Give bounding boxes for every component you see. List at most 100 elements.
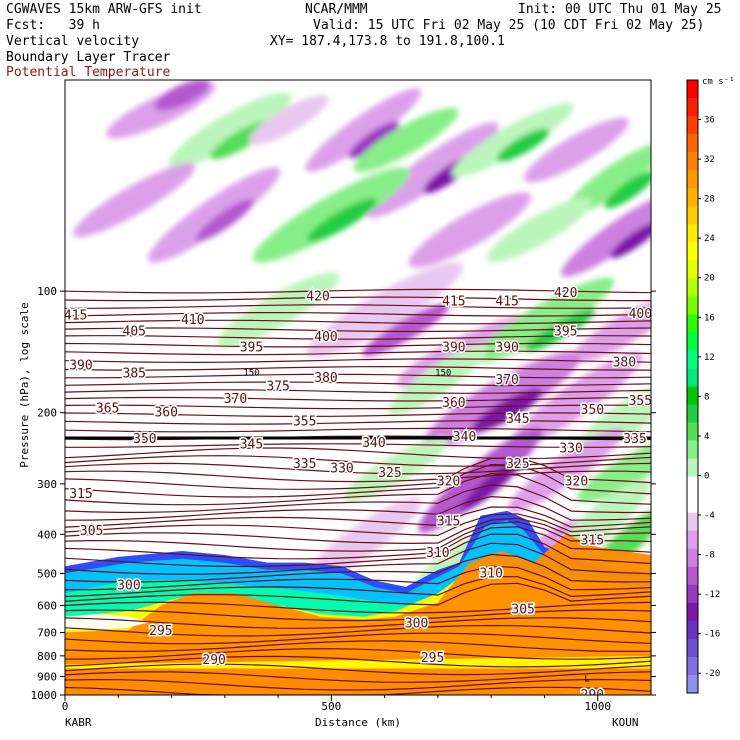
chart-annotation: L: [584, 674, 589, 684]
theta-contour-line: [65, 373, 651, 379]
theta-contour-line: [65, 358, 651, 364]
theta-contour-label: 300: [117, 578, 140, 593]
theta-contour-label: 320: [565, 474, 588, 489]
theta-contour-label: 295: [149, 624, 172, 639]
theta-contour-line: [65, 575, 651, 598]
vertical-velocity-cell: [388, 343, 488, 417]
xy-range: XY= 187.4,173.8 to 191.8,100.1: [270, 34, 505, 49]
theta-contour-line: [65, 342, 651, 348]
x-tick-label: 500: [321, 700, 341, 713]
colorbar-swatch: [687, 278, 698, 297]
colorbar-tick-label: -16: [704, 630, 720, 640]
colorbar-swatch: [687, 350, 698, 369]
y-tick-label: 900: [37, 671, 57, 684]
theta-contour-label: 355: [629, 394, 652, 409]
vertical-velocity-cell: [496, 128, 550, 162]
colorbar-swatch: [687, 674, 698, 694]
vertical-velocity-cell: [362, 303, 450, 357]
theta-contour-label: 390: [495, 341, 518, 356]
theta-contour-line: [65, 601, 651, 614]
theta-contour-label: 410: [181, 313, 204, 328]
theta-contour-line: [65, 553, 651, 583]
theta-contour-line: [65, 655, 651, 668]
x-tick-label: 1000: [584, 700, 611, 713]
theta-contour-label: 415: [64, 309, 87, 324]
y-tick-label: 500: [37, 567, 57, 580]
vertical-velocity-cell: [154, 80, 210, 111]
theta-contour-label: 340: [362, 436, 385, 451]
y-tick-label: 100: [37, 285, 57, 298]
colorbar-swatch: [687, 260, 698, 279]
theta-contour-line: [65, 617, 651, 629]
theta-contour-label: 420: [554, 286, 577, 301]
theta-contour-label: 315: [581, 533, 604, 548]
x-tick-label: 0: [62, 700, 69, 713]
vertical-velocity-cell: [249, 95, 329, 145]
tracer-layer: [65, 534, 651, 695]
theta-contour-line: [65, 443, 651, 448]
theta-contour-line: [65, 686, 651, 695]
theta-contour-line: [65, 312, 651, 317]
theta-contour-line: [65, 335, 651, 340]
theta-contour-line: [65, 396, 651, 402]
theta-contour-label: 310: [426, 546, 449, 561]
colorbar-tick-label: 24: [704, 234, 715, 244]
theta-contour-label: 340: [453, 430, 476, 445]
theta-contour-line: [65, 632, 651, 645]
theta-contour-label: 345: [506, 412, 529, 427]
vertical-velocity-cell: [577, 437, 651, 503]
theta-contour-label: 390: [69, 359, 92, 374]
theta-contour-label: 400: [629, 307, 652, 322]
right-endpoint-label: KOUN: [612, 716, 639, 729]
colorbar-swatch: [687, 332, 698, 351]
theta-contour-line: [65, 671, 651, 683]
theta-contour-line: [65, 381, 651, 387]
colorbar-swatch: [687, 440, 698, 460]
colorbar-swatch: [687, 368, 698, 387]
theta-contour-line: [65, 678, 651, 691]
colorbar-tick-label: 4: [704, 432, 709, 442]
vertical-velocity-cell: [523, 117, 629, 183]
theta-contour-line: [65, 296, 651, 302]
y-tick-label: 1000: [31, 689, 58, 702]
colorbar-swatch: [687, 296, 698, 315]
vertical-velocity-cell: [418, 427, 543, 533]
colorbar-swatch: [687, 404, 698, 424]
theta-contour-label: 395: [554, 325, 577, 340]
vertical-velocity-cell: [610, 221, 651, 259]
colorbar-frame: [686, 79, 699, 694]
theta-contour-line: [65, 319, 651, 325]
colorbar-tick-label: 0: [704, 471, 709, 481]
theta-contour-line: [65, 565, 651, 591]
forecast-hour: Fcst: 39 h: [6, 18, 100, 33]
theta-contour-label: 365: [96, 401, 119, 416]
theta-contour-label: 305: [80, 524, 103, 539]
theta-contour-label: 300: [405, 616, 428, 631]
theta-contour-label: 290: [202, 653, 225, 668]
theta-contour-line: [65, 350, 651, 356]
theta-contour-label: 305: [511, 603, 534, 618]
theta-contour-label: 370: [224, 392, 247, 407]
theta-contour-label: 335: [623, 432, 646, 447]
theta-contour-line: [65, 582, 651, 606]
theta-contour-line: [65, 288, 651, 294]
theta-contour-line: [65, 533, 651, 568]
y-axis-title: Pressure (hPa), log scale: [18, 302, 31, 468]
colorbar-swatch: [687, 602, 698, 622]
y-tick-label: 200: [37, 407, 57, 420]
vertical-velocity-cell: [525, 308, 596, 352]
theta-contour-line: [65, 506, 651, 528]
vertical-velocity-cell: [563, 143, 651, 217]
field-boundary-layer-tracer: Boundary Layer Tracer: [6, 50, 171, 65]
colorbar-swatch: [687, 494, 698, 514]
theta-contour-line: [65, 495, 651, 521]
theta-contour-label: 400: [314, 330, 337, 345]
vertical-velocity-cell: [348, 121, 399, 159]
valid-time: Valid: 15 UTC Fri 02 May 25 (10 CDT Fri …: [313, 18, 705, 33]
colorbar-swatch: [687, 188, 698, 207]
vertical-velocity-cell: [408, 192, 532, 268]
theta-contour-line: [65, 521, 651, 552]
vertical-velocity-cell: [307, 198, 377, 242]
theta-contour-label: 350: [133, 432, 156, 447]
